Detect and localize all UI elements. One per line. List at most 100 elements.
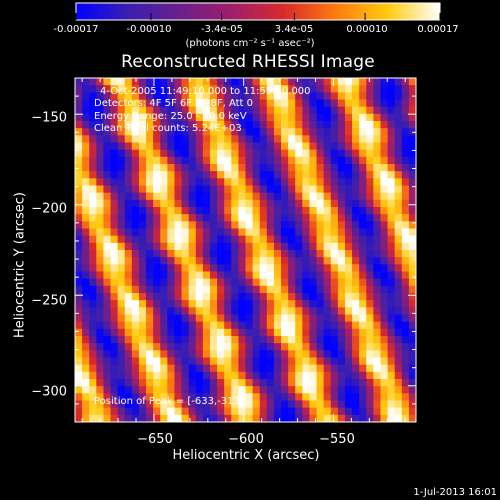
heatmap-cell <box>224 149 232 158</box>
heatmap-cell <box>387 92 396 101</box>
heatmap-cell <box>138 199 147 208</box>
heatmap-cell <box>167 300 176 308</box>
heatmap-cell <box>259 142 268 151</box>
heatmap-cell <box>117 307 126 316</box>
heatmap-cell <box>224 135 232 144</box>
heatmap-cell <box>202 343 211 351</box>
heatmap-cell <box>146 336 154 344</box>
heatmap-cell <box>146 393 154 402</box>
heatmap-cell <box>359 407 367 416</box>
heatmap-cell <box>146 142 154 151</box>
heatmap-cell <box>131 371 140 380</box>
heatmap-cell <box>366 278 374 287</box>
heatmap-cell <box>302 336 311 344</box>
heatmap-cell <box>131 106 140 115</box>
heatmap-cell <box>266 271 275 280</box>
heatmap-cell <box>401 400 410 409</box>
heatmap-cell <box>288 343 296 351</box>
heatmap-cell <box>103 379 112 387</box>
heatmap-cell <box>252 357 261 366</box>
heatmap-cell <box>309 221 318 230</box>
heatmap-cell <box>188 250 197 258</box>
heatmap-cell <box>387 285 396 294</box>
heatmap-cell <box>380 149 389 158</box>
heatmap-cell <box>245 121 254 129</box>
heatmap-cell <box>231 357 239 366</box>
heatmap-cell <box>288 250 296 258</box>
heatmap-cell <box>103 113 112 122</box>
heatmap-cell <box>323 278 332 287</box>
heatmap-cell <box>281 257 289 265</box>
heatmap-cell <box>138 414 147 422</box>
heatmap-cell <box>160 85 168 93</box>
heatmap-cell <box>380 164 389 172</box>
heatmap-cell <box>217 314 225 323</box>
heatmap-cell <box>373 371 382 380</box>
heatmap-cell <box>117 221 126 230</box>
heatmap-cell <box>394 321 403 330</box>
heatmap-cell <box>103 178 112 187</box>
heatmap-cell <box>366 135 374 144</box>
heatmap-cell <box>195 178 204 187</box>
heatmap-cell <box>75 300 83 308</box>
heatmap-cell <box>124 307 133 316</box>
heatmap-cell <box>323 343 332 351</box>
heatmap-cell <box>330 285 339 294</box>
heatmap-cell <box>309 156 318 165</box>
heatmap-cell <box>316 400 325 409</box>
heatmap-cell <box>103 393 112 402</box>
heatmap-cell <box>288 171 296 179</box>
heatmap-cell <box>259 371 268 380</box>
heatmap-cell <box>89 285 97 294</box>
heatmap-cell <box>96 386 105 394</box>
heatmap-cell <box>153 379 161 387</box>
heatmap-cell <box>330 185 339 194</box>
heatmap-cell <box>344 207 353 215</box>
info-energy-range: Energy Range: 25.0 - 50.0 keV <box>94 111 247 122</box>
heatmap-cell <box>224 221 232 230</box>
heatmap-cell <box>380 300 389 308</box>
heatmap-cell <box>273 185 282 194</box>
heatmap-cell <box>288 328 296 337</box>
heatmap-cell <box>323 92 332 101</box>
heatmap-cell <box>245 199 254 208</box>
heatmap-cell <box>273 156 282 165</box>
heatmap-cell <box>146 192 154 201</box>
heatmap-cell <box>160 379 168 387</box>
heatmap-cell <box>394 328 403 337</box>
heatmap-cell <box>238 350 247 359</box>
heatmap-cell <box>288 199 296 208</box>
heatmap-cell <box>408 85 416 93</box>
heatmap-cell <box>110 357 119 366</box>
heatmap-cell <box>167 285 176 294</box>
heatmap-cell <box>352 199 360 208</box>
heatmap-cell <box>408 171 416 179</box>
heatmap-cell <box>380 142 389 151</box>
heatmap-cell <box>188 235 197 244</box>
heatmap-cell <box>252 250 261 258</box>
heatmap-cell <box>89 393 97 402</box>
heatmap-cell <box>82 278 90 287</box>
heatmap-cell <box>124 271 133 280</box>
heatmap-cell <box>337 278 346 287</box>
heatmap-cell <box>380 92 389 101</box>
heatmap-cell <box>344 407 353 416</box>
heatmap-cell <box>174 293 183 301</box>
heatmap-cell <box>259 407 268 416</box>
heatmap-cell <box>117 185 126 194</box>
heatmap-cell <box>224 336 232 344</box>
heatmap-cell <box>160 192 168 201</box>
heatmap-cell <box>281 113 289 122</box>
heatmap-cell <box>231 92 239 101</box>
heatmap-cell <box>273 364 282 373</box>
heatmap-cell <box>401 113 410 122</box>
heatmap-cell <box>316 271 325 280</box>
heatmap-cell <box>217 92 225 101</box>
heatmap-cell <box>273 278 282 287</box>
heatmap-cell <box>82 307 90 316</box>
heatmap-cell <box>380 400 389 409</box>
heatmap-cell <box>259 293 268 301</box>
heatmap-cell <box>131 207 140 215</box>
heatmap-cell <box>124 386 133 394</box>
heatmap-cell <box>174 400 183 409</box>
